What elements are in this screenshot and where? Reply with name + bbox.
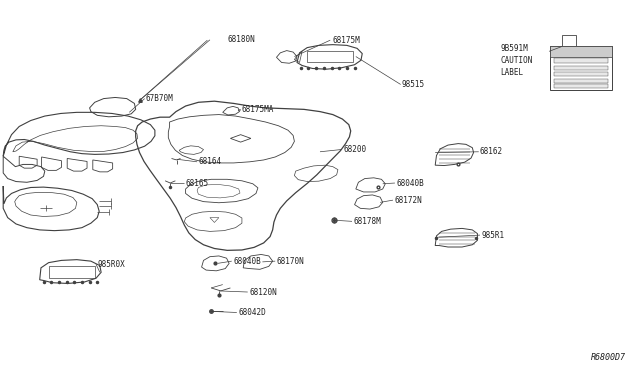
Text: 68175M: 68175M [333,36,360,45]
Text: 68120N: 68120N [250,288,277,296]
Text: 68040B: 68040B [397,179,424,187]
Text: 985R0X: 985R0X [97,260,125,269]
Text: 68172N: 68172N [395,196,422,205]
Bar [554,58,608,63]
Text: 68175MA: 68175MA [242,105,275,114]
Bar [550,46,612,57]
Text: 68170N: 68170N [276,257,304,266]
Text: 68164: 68164 [198,157,221,166]
Text: 68162: 68162 [480,147,503,156]
Text: 68178M: 68178M [354,217,381,226]
Bar [554,79,608,83]
Bar [307,51,353,62]
Bar [554,66,608,70]
Text: 67B70M: 67B70M [146,94,173,103]
Text: 68165: 68165 [186,179,209,187]
Text: CAUTION: CAUTION [500,56,533,65]
Text: 9B591M: 9B591M [500,44,528,53]
Bar [550,46,612,90]
Text: 68042D: 68042D [239,308,266,317]
Bar [554,72,608,76]
Text: LABEL: LABEL [500,68,524,77]
Bar [49,266,95,278]
Text: 68040B: 68040B [234,257,261,266]
Text: R6800D7: R6800D7 [591,353,626,362]
Text: 98515: 98515 [402,80,425,89]
Bar [562,35,576,46]
Bar [554,84,608,88]
Text: 985R1: 985R1 [481,231,504,240]
Text: 68200: 68200 [343,145,366,154]
Text: 68180N: 68180N [227,35,255,44]
